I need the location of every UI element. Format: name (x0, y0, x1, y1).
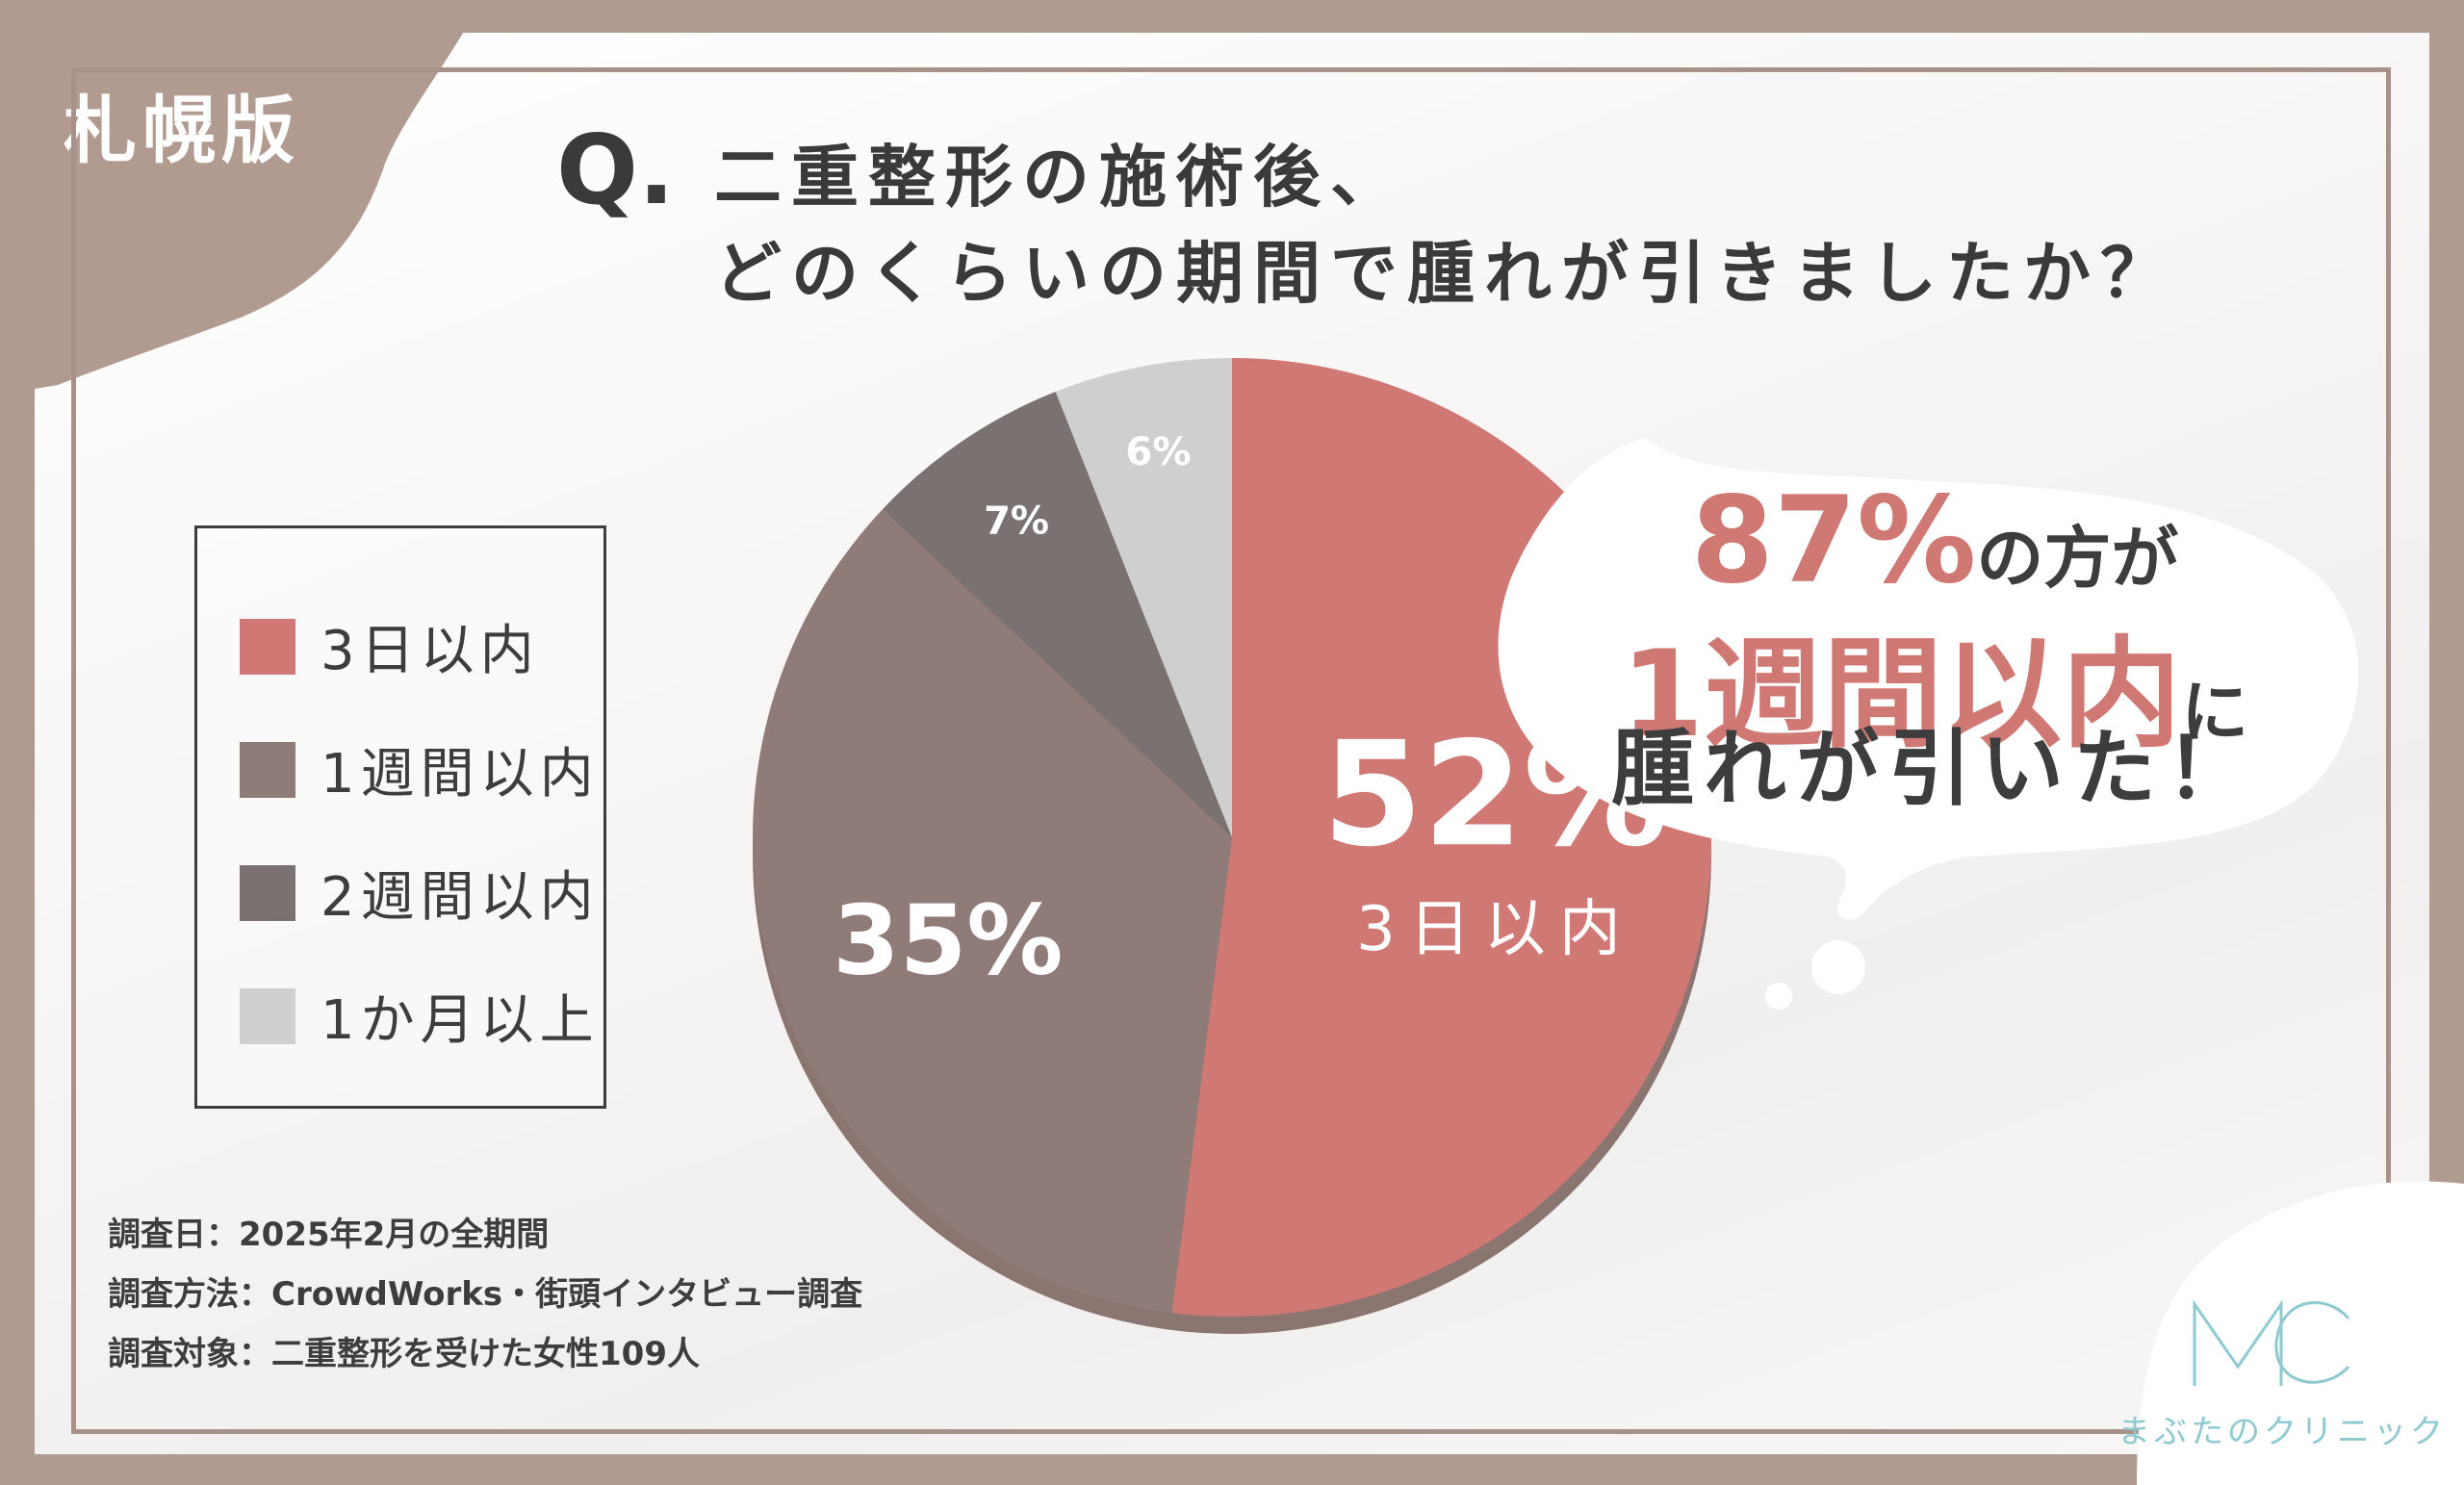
bubble-dot-small (1765, 983, 1792, 1010)
callout-line-2: 1週間以内に (1511, 597, 2358, 770)
legend-label: 1か月以上 (321, 989, 600, 1052)
clinic-name: まぶたのクリニック (2118, 1413, 2447, 1451)
survey-notes: 調査日：2025年2月の全期間 調査方法：CrowdWorks・街頭インタビュー… (108, 1205, 862, 1384)
pie-slice (882, 391, 1232, 837)
pie-slice (753, 509, 1232, 1314)
legend-label: 2週間以内 (321, 866, 600, 929)
survey-target: 調査対象：二重整形を受けた女性109人 (108, 1335, 700, 1373)
pie-slice-label: 6% (1126, 430, 1192, 474)
bubble-dot-large (1811, 940, 1865, 994)
mc-logo-icon (2193, 1299, 2350, 1386)
question-line-2: どのくらいの期間で腫れが引きましたか？ (714, 234, 2177, 313)
legend-item: 1か月以上 (240, 977, 600, 1055)
survey-method: 調査方法：CrowdWorks・街頭インタビュー調査 (108, 1275, 863, 1314)
region-label: 札幌版 (64, 88, 300, 173)
survey-date: 調査日：2025年2月の全期間 (108, 1216, 550, 1254)
question-prefix: Q. (556, 114, 675, 226)
callout-percent: 87% (1690, 472, 1977, 610)
clinic-logo: まぶたのクリニック (2118, 1290, 2447, 1452)
legend: 3日以内 1週間以内 2週間以内 1か月以上 (194, 525, 606, 1109)
legend-swatch (240, 618, 295, 675)
legend-item: 2週間以内 (240, 854, 600, 932)
legend-item: 3日以内 (240, 607, 540, 685)
speech-bubble (1498, 438, 2359, 1010)
question-line-1: 二重整形の施術後、 (714, 138, 1407, 217)
pie-slice-label: 7% (984, 499, 1049, 543)
callout-line-2-rest: に (2181, 673, 2249, 752)
legend-label: 1週間以内 (321, 743, 600, 806)
legend-swatch (240, 864, 295, 921)
legend-swatch (240, 741, 295, 798)
corner-blob (0, 0, 481, 395)
callout-line-3: 腫れが引いた！ (1611, 721, 2258, 817)
legend-item: 1週間以内 (240, 730, 600, 808)
pie-slice (1055, 358, 1232, 837)
callout-line-1-rest: の方が (1976, 519, 2179, 598)
callout-period: 1週間以内 (1620, 626, 2182, 764)
pie-highlight-label: 3日以内 (1356, 894, 1634, 965)
legend-swatch (240, 987, 295, 1044)
legend-label: 3日以内 (321, 620, 540, 682)
pie-slice-label: 35% (833, 883, 1063, 996)
callout-line-1: 87%の方が (1511, 472, 2358, 610)
